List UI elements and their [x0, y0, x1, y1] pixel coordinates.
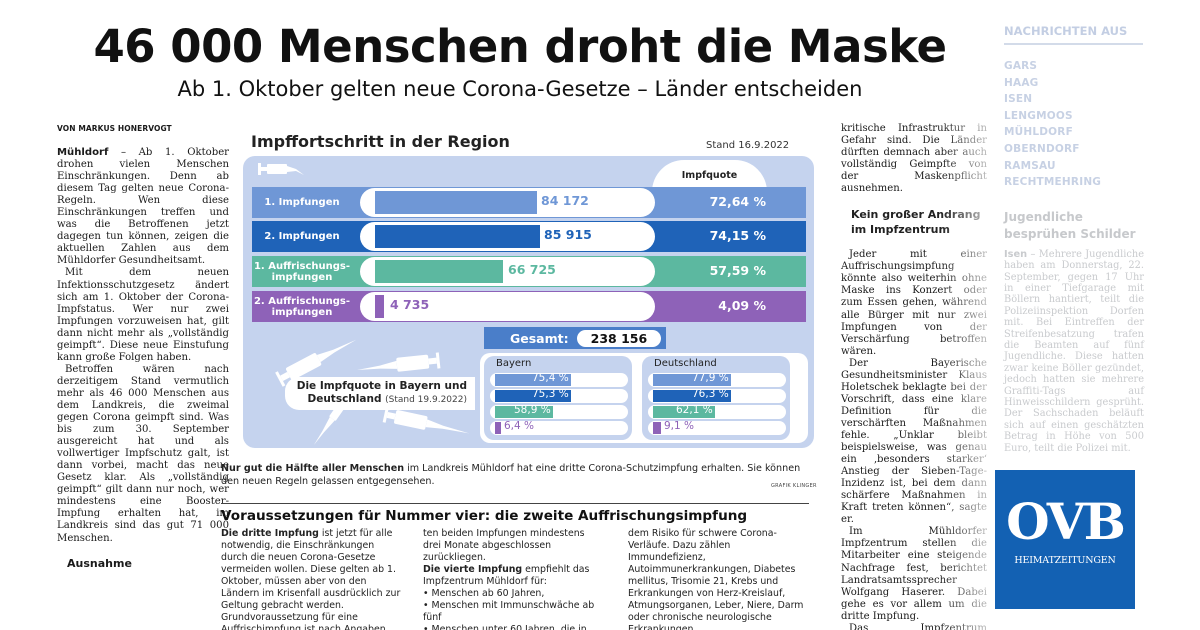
syringe-icon	[275, 339, 357, 387]
bar-row-first-dose: 1. Impfungen 84 172 72,64 %	[252, 187, 806, 218]
syringe-icon	[382, 406, 470, 434]
comparison-bayern: Bayern 75,4 % 75,3 % 58,9 % 6,4 %	[484, 356, 632, 440]
bar-value: 66 725	[508, 262, 556, 277]
fade-overlay	[940, 115, 990, 630]
article-left-column: VON MARKUS HONERVOGT Mühldorf – Ab 1. Ok…	[57, 124, 229, 570]
place-haag[interactable]: HAAG	[1004, 76, 1039, 89]
bar-fill	[375, 295, 384, 318]
syringe-icon	[258, 163, 304, 175]
dateline: Mühldorf	[57, 147, 109, 158]
place-muehldorf[interactable]: MÜHLDORF	[1004, 126, 1073, 139]
sidebar-title: NACHRICHTEN AUS	[1004, 24, 1143, 45]
bar-row-booster-2: 2. Auffrischungs-impfungen 4 735 4,09 %	[252, 291, 806, 322]
bar-quota: 74,15 %	[709, 228, 766, 243]
paragraph-2: Mit dem neuen Infektionsschutzgesetz änd…	[57, 267, 229, 363]
bullet-item: • Menschen ab 60 Jahren,	[423, 588, 545, 600]
comparison-caption: Die Impfquote in Bayern und Deutschland …	[285, 377, 475, 410]
total-label: Gesamt:	[510, 330, 569, 346]
bar-quota: 57,59 %	[709, 263, 766, 278]
paragraph-top: kritische Infrastruktur in Gefahr sind. …	[841, 123, 987, 195]
graphic-credit: GRAFIK KLINGER	[771, 483, 817, 489]
place-isen[interactable]: ISEN	[1004, 93, 1033, 106]
box-column-1: Die dritte Impfung ist jetzt für alle no…	[221, 528, 401, 630]
bar-value: 4 735	[390, 297, 430, 312]
bar-label: 2. Auffrischungs-impfungen	[253, 295, 351, 318]
article-body-left: Mühldorf – Ab 1. Oktober drohen vielen M…	[57, 147, 229, 545]
subheadline: Ab 1. Oktober gelten neue Corona-Gesetze…	[177, 77, 863, 101]
sidebar-story-text: Isen – Mehrere Jugendliche haben am Donn…	[1004, 248, 1144, 454]
total-value: 238 156	[576, 329, 662, 347]
logo-sub: HEIMATZEITUNGEN	[1014, 555, 1116, 566]
infographic-stand: Stand 16.9.2022	[706, 140, 790, 151]
place-rechtmehring[interactable]: RECHTMEHRING	[1004, 176, 1102, 189]
box-column-3: dem Risiko für schwere Corona-Verläufe. …	[628, 528, 804, 630]
paragraph-1: Mühldorf – Ab 1. Oktober drohen vielen M…	[57, 147, 229, 267]
syringe-icon	[357, 352, 441, 372]
box-title: Voraussetzungen für Nummer vier: die zwe…	[221, 508, 748, 524]
comparison-title: Deutschland	[654, 358, 717, 369]
bar-fill	[375, 225, 540, 248]
bar-label: 1. Auffrischungs-impfungen	[253, 260, 351, 283]
place-gars[interactable]: GARS	[1004, 60, 1038, 72]
bar-label: 2. Impfungen	[264, 231, 340, 242]
bullet-item: • Menschen unter 60 Jahren, die in mediz…	[423, 624, 587, 630]
subtitle-ausnahme: Ausnahme	[67, 556, 132, 570]
sidebar-story-title: Jugendliche besprühen Schilder	[1004, 209, 1136, 241]
bar-fill	[375, 260, 503, 283]
bar-row-booster-1: 1. Auffrischungs-impfungen 66 725 57,59 …	[252, 256, 806, 287]
bar-track: 84 172	[360, 188, 655, 217]
infographic-caption: Nur gut die Hälfte aller Menschen im Lan…	[221, 463, 801, 487]
total-badge: Gesamt: 238 156	[484, 327, 666, 349]
bar-value: 85 915	[544, 227, 592, 242]
local-news-sidebar: NACHRICHTEN AUS GARS HAAG ISEN LENGMOOS …	[1004, 24, 1154, 454]
paragraph-3: Betroffen wären nach derzeitigem Stand v…	[57, 363, 229, 544]
infographic-title: Impffortschritt in der Region	[251, 132, 510, 151]
article-body-right: Jeder mit einer Auffrischungsimpfung kön…	[841, 249, 987, 630]
bar-value: 84 172	[541, 193, 589, 208]
place-lengmoos[interactable]: LENGMOOS	[1004, 109, 1073, 122]
bullet-item: • Menschen mit Immunschwäche ab fünf	[423, 600, 595, 624]
headline: 46 000 Menschen droht die Maske	[93, 20, 947, 73]
comparison-deutschland: Deutschland 77,9 % 76,3 % 62,1 % 9,1 %	[642, 356, 790, 440]
bar-track: 85 915	[360, 222, 655, 251]
divider	[221, 503, 809, 504]
place-list: GARS HAAG ISEN LENGMOOS MÜHLDORF OBERNDO…	[1004, 58, 1154, 191]
bar-track: 66 725	[360, 257, 655, 286]
bar-track: 4 735	[360, 292, 655, 321]
bar-quota: 72,64 %	[709, 194, 766, 209]
comparison-title: Bayern	[496, 358, 532, 369]
impfquote-header: Impfquote	[652, 160, 767, 192]
box-column-2: ten beiden Impfungen mindestens drei Mon…	[423, 528, 605, 630]
place-ramsau[interactable]: RAMSAU	[1004, 159, 1056, 172]
bar-fill	[375, 191, 537, 214]
ovb-logo: OVB HEIMATZEITUNGEN	[995, 470, 1135, 609]
bar-label: 1. Impfungen	[264, 197, 340, 208]
bar-row-second-dose: 2. Impfungen 85 915 74,15 %	[252, 221, 806, 252]
place-oberndorf[interactable]: OBERNDORF	[1004, 142, 1080, 155]
bar-quota: 4,09 %	[718, 298, 766, 313]
logo-main: OVB	[1006, 492, 1126, 551]
byline: VON MARKUS HONERVOGT	[57, 124, 172, 133]
